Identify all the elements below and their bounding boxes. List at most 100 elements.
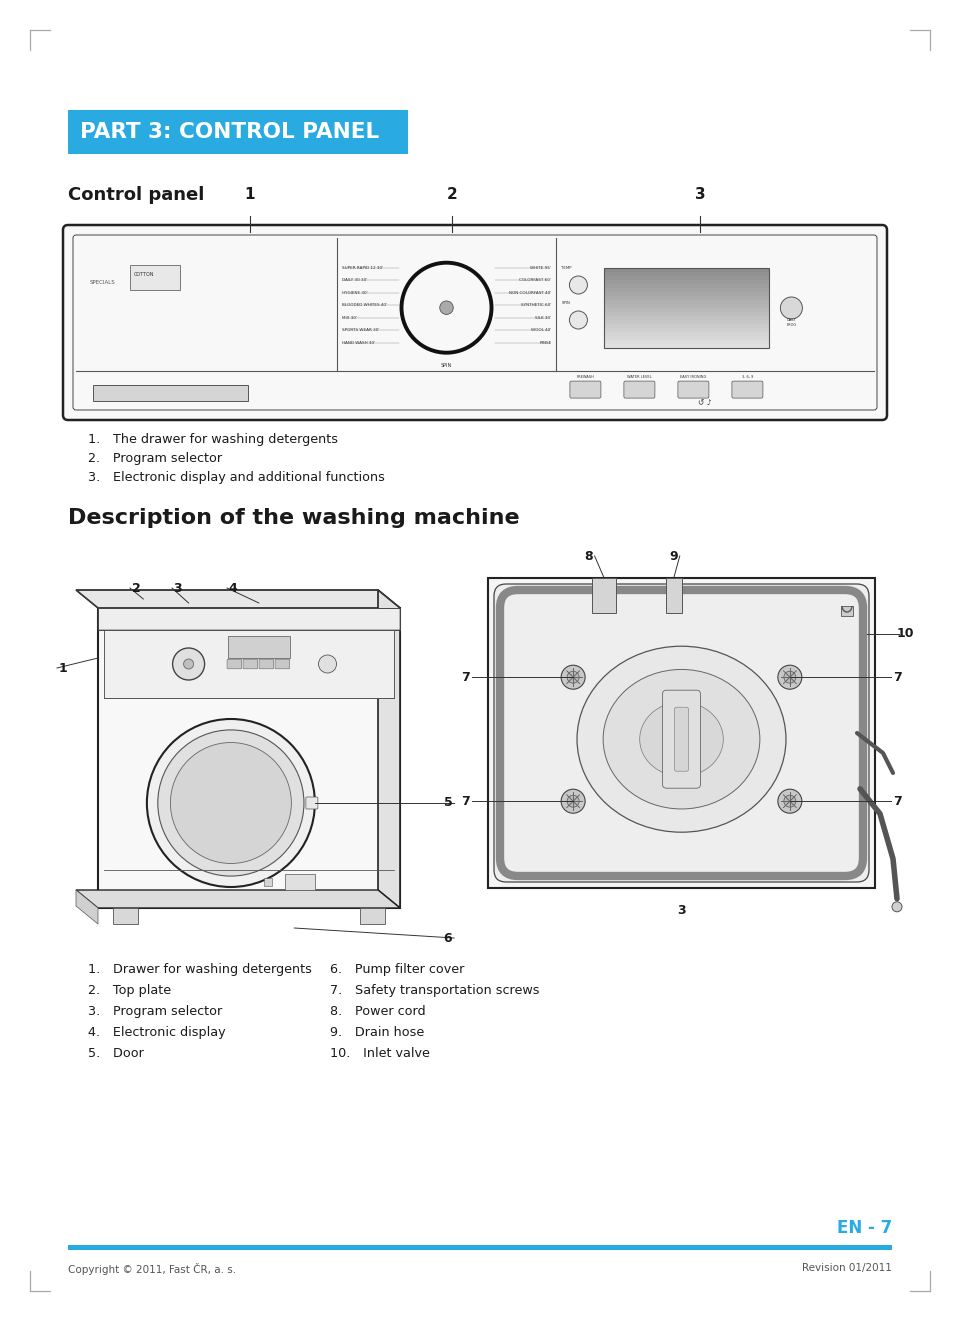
Circle shape [567,671,579,683]
Text: 6. Pump filter cover: 6. Pump filter cover [330,963,465,976]
Text: 8. Power cord: 8. Power cord [330,1005,425,1018]
Text: BLOODED WHITES 40': BLOODED WHITES 40' [342,304,387,308]
FancyBboxPatch shape [624,380,655,398]
Text: 2: 2 [446,188,457,202]
Bar [113,908,138,923]
Bar [605,308,769,312]
Text: Description of the washing machine: Description of the washing machine [68,509,519,528]
FancyBboxPatch shape [732,380,763,398]
FancyBboxPatch shape [662,690,701,789]
Text: EN - 7: EN - 7 [837,1219,892,1236]
Text: EASY IRONING: EASY IRONING [681,375,707,379]
Text: SPIN: SPIN [562,301,571,305]
Bar [605,276,769,280]
Circle shape [562,789,586,814]
Polygon shape [76,890,400,908]
Text: NON COLORFAST 40': NON COLORFAST 40' [509,291,551,295]
Circle shape [567,795,579,807]
Text: 5: 5 [444,797,452,810]
Circle shape [778,789,802,814]
Text: PART 3: CONTROL PANEL: PART 3: CONTROL PANEL [80,122,379,141]
Bar [605,320,769,324]
Bar [666,579,682,613]
Circle shape [562,666,586,690]
Circle shape [780,297,803,318]
Bar [605,339,769,343]
Bar [360,908,385,923]
Text: COLORFAST 60': COLORFAST 60' [519,279,551,283]
FancyBboxPatch shape [678,380,708,398]
Text: 2. Top plate: 2. Top plate [88,984,171,997]
FancyBboxPatch shape [276,659,290,668]
Bar [841,606,853,616]
Text: SPECIALS: SPECIALS [90,280,116,285]
Bar [264,878,272,886]
Circle shape [778,666,802,690]
FancyBboxPatch shape [228,659,242,668]
Text: SPORTS WEAR 30': SPORTS WEAR 30' [342,328,379,332]
Text: SILK 30': SILK 30' [535,316,551,320]
Text: WOOL 40': WOOL 40' [531,328,551,332]
Bar [68,110,408,155]
Circle shape [440,301,453,314]
Text: 3: 3 [677,904,685,917]
FancyBboxPatch shape [306,797,318,808]
Text: 4. Electronic display: 4. Electronic display [88,1026,226,1040]
Bar [605,336,769,339]
Bar [605,292,769,296]
Bar [605,324,769,328]
Text: 4: 4 [228,581,237,594]
Text: HYGIENE 30': HYGIENE 30' [342,291,368,295]
Circle shape [569,310,588,329]
Text: 7: 7 [893,795,901,807]
Text: HAND WASH 30': HAND WASH 30' [342,341,374,345]
Bar [130,266,180,291]
Circle shape [784,671,796,683]
Ellipse shape [577,646,786,832]
Text: 3: 3 [695,188,706,202]
Circle shape [157,731,304,876]
Text: 2. Program selector: 2. Program selector [88,452,222,465]
Text: TEMP: TEMP [561,266,572,269]
Bar [605,268,769,272]
Bar [605,296,769,300]
Text: MIX 30': MIX 30' [342,316,357,320]
Text: DAILY 30 30': DAILY 30 30' [342,279,367,283]
Bar [605,280,769,284]
Text: ↺ ♪: ↺ ♪ [698,398,711,407]
Circle shape [147,719,315,886]
Polygon shape [76,890,98,923]
Text: 2: 2 [132,581,140,594]
Text: SYNTHETIC 60': SYNTHETIC 60' [521,304,551,308]
Bar [605,304,769,308]
FancyBboxPatch shape [63,225,887,420]
Circle shape [892,902,902,911]
Text: PREWASH: PREWASH [576,375,594,379]
Text: SPIN: SPIN [441,363,452,367]
Text: 3. Electronic display and additional functions: 3. Electronic display and additional fun… [88,472,385,483]
Text: Revision 01/2011: Revision 01/2011 [803,1263,892,1273]
Text: 5. Door: 5. Door [88,1048,144,1059]
Bar [605,268,769,347]
Circle shape [183,659,194,668]
Ellipse shape [603,670,760,808]
Text: COTTON: COTTON [134,272,155,276]
Bar [98,608,400,908]
Bar [605,300,769,304]
Bar [605,312,769,316]
Text: WHITE 95': WHITE 95' [530,266,551,269]
Text: 10: 10 [897,627,914,641]
Text: DAILY
PROG: DAILY PROG [786,318,797,328]
Text: 9: 9 [669,550,678,563]
Bar [592,579,616,613]
FancyBboxPatch shape [570,380,601,398]
Bar [605,316,769,320]
Text: Copyright © 2011, Fast ČR, a. s.: Copyright © 2011, Fast ČR, a. s. [68,1263,236,1275]
Circle shape [784,795,796,807]
Text: 1. The drawer for washing detergents: 1. The drawer for washing detergents [88,433,338,446]
Circle shape [569,276,588,295]
Bar [285,875,315,890]
Text: 7. Safety transportation screws: 7. Safety transportation screws [330,984,540,997]
Text: WATER LEVEL: WATER LEVEL [627,375,652,379]
Text: 6: 6 [444,931,452,945]
